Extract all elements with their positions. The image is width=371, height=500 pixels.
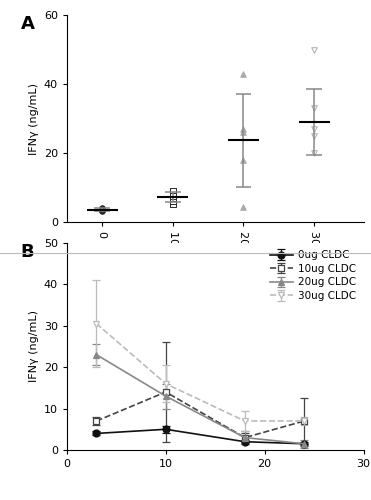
Point: [240, 202, 246, 210]
Y-axis label: IFNγ (ng/mL): IFNγ (ng/mL): [29, 82, 39, 154]
Point: [99, 206, 105, 214]
Point: [99, 204, 105, 212]
Point: [170, 198, 176, 205]
Text: A: A: [21, 15, 35, 33]
Point: [99, 207, 105, 215]
X-axis label: CLDC concentration: CLDC concentration: [160, 266, 271, 276]
Point: [99, 205, 105, 213]
Point: [99, 206, 105, 214]
Legend: 0ug CLDC, 10ug CLDC, 20ug CLDC, 30ug CLDC: 0ug CLDC, 10ug CLDC, 20ug CLDC, 30ug CLD…: [268, 248, 358, 303]
Point: [170, 194, 176, 202]
Point: [170, 192, 176, 200]
Point: [240, 156, 246, 164]
Point: [311, 132, 317, 140]
Point: [311, 125, 317, 133]
Point: [311, 46, 317, 54]
Y-axis label: IFNγ (ng/mL): IFNγ (ng/mL): [29, 310, 39, 382]
Point: [311, 149, 317, 157]
Point: [240, 70, 246, 78]
Point: [170, 187, 176, 195]
Point: [99, 206, 105, 214]
Point: [170, 200, 176, 208]
Point: [311, 104, 317, 112]
Point: [240, 125, 246, 133]
Point: [240, 128, 246, 136]
Text: B: B: [21, 243, 35, 261]
Point: [170, 189, 176, 197]
